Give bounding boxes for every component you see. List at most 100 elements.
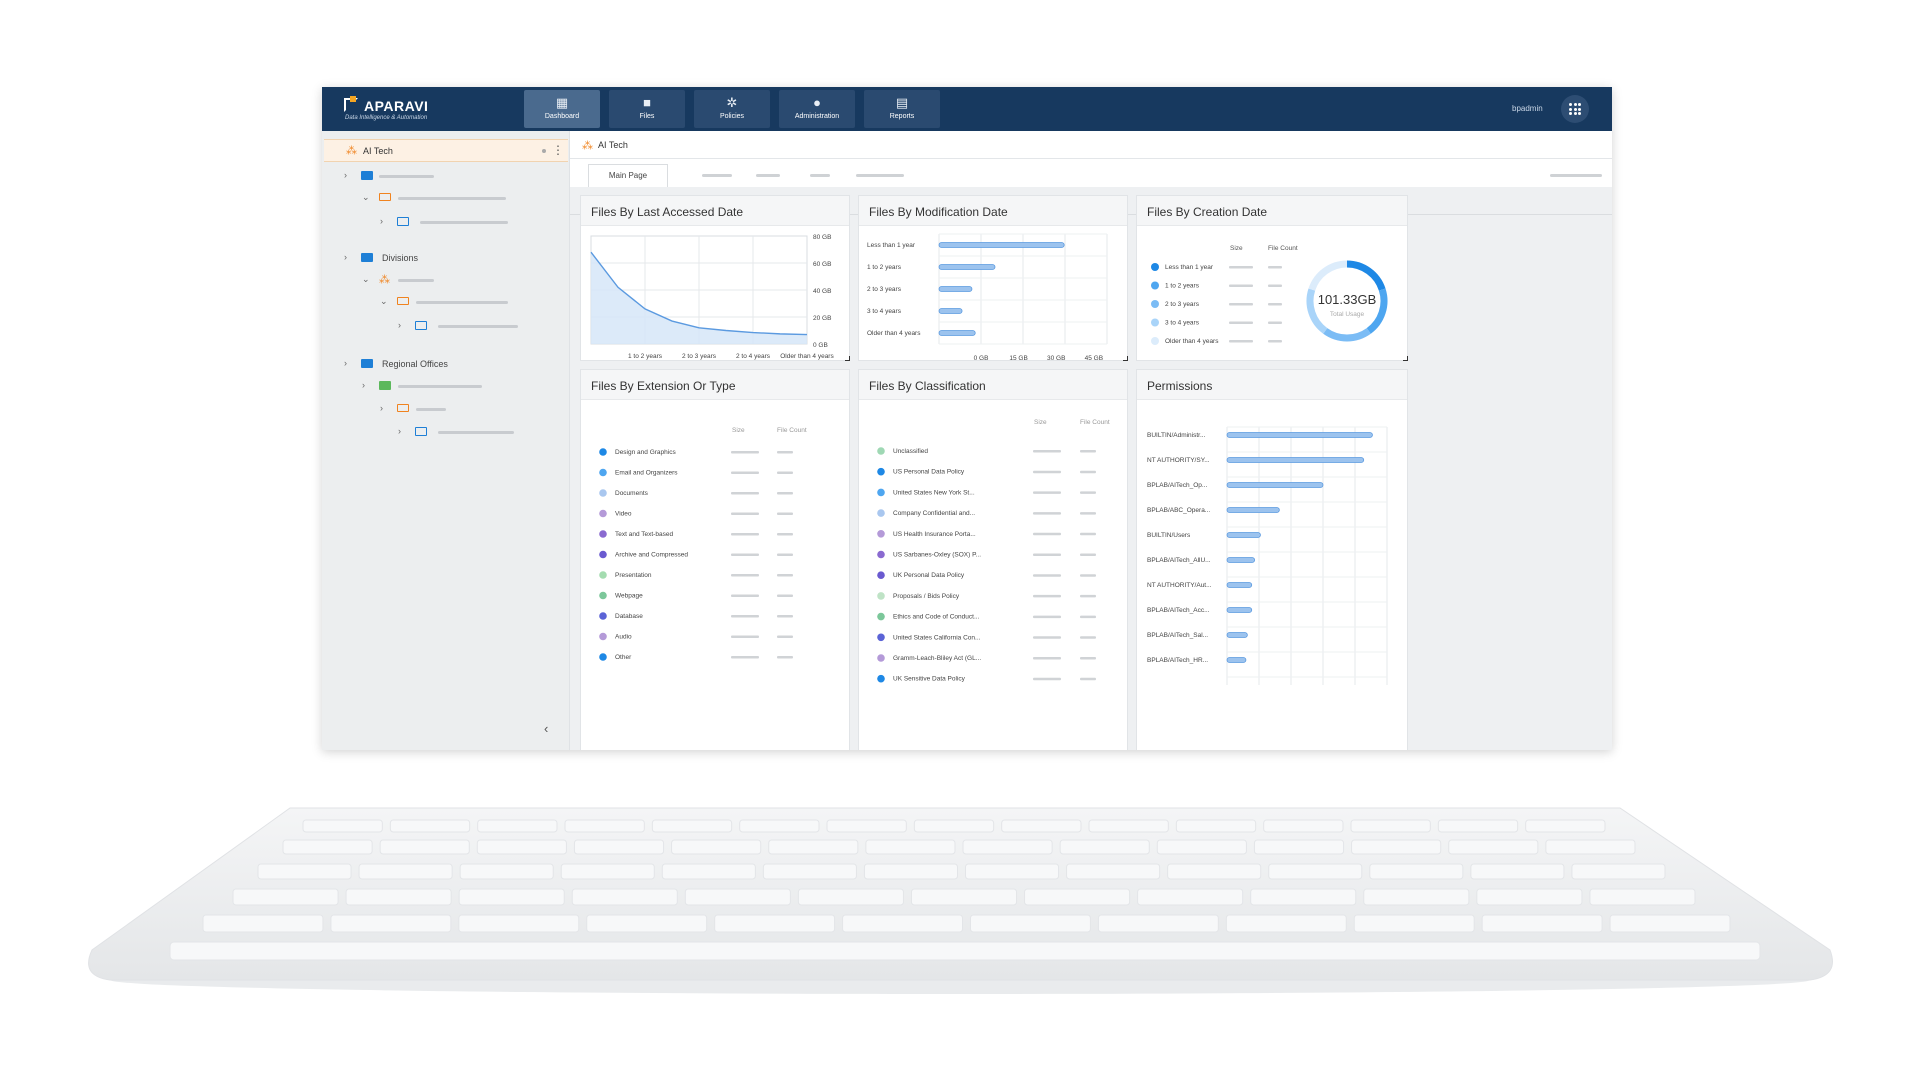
- donut-slice: [1366, 288, 1388, 334]
- bar: [1226, 532, 1261, 538]
- nav-dashboard[interactable]: ▦ Dashboard: [524, 90, 600, 128]
- legend-label: Gramm-Leach-Bliley Act (GL...: [893, 655, 981, 662]
- tree-node[interactable]: ›: [398, 319, 568, 335]
- card-creation: Files By Creation Date Size File Count Les…: [1136, 195, 1408, 361]
- size-placeholder: [731, 656, 759, 659]
- tab-placeholder[interactable]: [702, 174, 732, 177]
- legend-label: US Personal Data Policy: [893, 469, 965, 476]
- chevron-right-icon[interactable]: ›: [380, 403, 383, 413]
- nav-administration[interactable]: ● Administration: [779, 90, 855, 128]
- bar: [938, 286, 973, 292]
- keyboard-key: [1097, 914, 1219, 933]
- keyboard-key: [1481, 914, 1603, 933]
- x-tick-label: 2 to 4 years: [736, 353, 771, 360]
- breadcrumb-label[interactable]: AI Tech: [598, 140, 628, 150]
- chevron-down-icon[interactable]: ⌄: [380, 296, 388, 306]
- tree-node[interactable]: ›: [380, 402, 565, 418]
- tree-node[interactable]: ⌄ ⁂: [362, 273, 562, 289]
- tree-label-divisions: Divisions: [382, 253, 419, 263]
- tab-placeholder[interactable]: [856, 174, 904, 177]
- nav-dashboard-label: Dashboard: [544, 113, 580, 120]
- count-placeholder: [777, 451, 793, 454]
- keyboard-key: [1470, 863, 1565, 880]
- tree-root-node[interactable]: ⁂ AI Tech ⋮: [324, 139, 568, 162]
- tab-placeholder[interactable]: [756, 174, 780, 177]
- legend-label: Design and Graphics: [615, 449, 676, 456]
- chevron-right-icon[interactable]: ›: [380, 216, 383, 226]
- placeholder-label: [398, 197, 506, 200]
- keyboard-key: [1225, 914, 1347, 933]
- chevron-right-icon[interactable]: ›: [344, 252, 347, 262]
- resize-handle-icon[interactable]: [845, 356, 850, 361]
- tree-node-divisions[interactable]: › Divisions: [344, 251, 564, 267]
- chevron-right-icon[interactable]: ›: [398, 426, 401, 436]
- tree-node[interactable]: ⌄: [362, 191, 562, 207]
- count-placeholder: [1080, 532, 1096, 536]
- chevron-right-icon[interactable]: ›: [344, 170, 347, 180]
- category-label: Less than 1 year: [867, 242, 916, 249]
- resize-handle-icon[interactable]: [1403, 356, 1408, 361]
- legend-label: 1 to 2 years: [1165, 283, 1200, 290]
- nav-reports-label: Reports: [889, 113, 915, 120]
- tab-main-page[interactable]: Main Page: [588, 164, 668, 187]
- size-placeholder: [731, 471, 759, 474]
- keyboard-key: [651, 819, 733, 833]
- kebab-menu-icon[interactable]: ⋮: [552, 143, 564, 157]
- keyboard-key: [684, 888, 791, 906]
- legend-dot: [1151, 318, 1159, 327]
- legend-dot: [877, 612, 885, 621]
- size-placeholder: [1033, 574, 1061, 577]
- keyboard-key: [826, 819, 907, 833]
- tab-placeholder[interactable]: [1550, 174, 1602, 177]
- nav-files[interactable]: ■ Files: [609, 90, 685, 128]
- tree-node-regional-offices[interactable]: › Regional Offices: [344, 357, 564, 373]
- legend-label: Proposals / Bids Policy: [893, 593, 960, 600]
- user-name[interactable]: bpadmin: [1512, 104, 1543, 113]
- keyboard-key: [282, 839, 373, 855]
- keyboard-key: [232, 888, 339, 906]
- chevron-right-icon[interactable]: ›: [344, 358, 347, 368]
- keyboard-key: [962, 839, 1053, 855]
- count-placeholder: [1080, 491, 1096, 494]
- col-header-file-count: File Count: [1080, 419, 1110, 426]
- total-usage-label: Total Usage: [1330, 311, 1365, 318]
- collapse-sidebar-icon[interactable]: ‹: [544, 721, 549, 736]
- chevron-down-icon[interactable]: ⌄: [362, 192, 370, 202]
- size-placeholder: [1033, 512, 1061, 515]
- tree-node[interactable]: ›: [362, 379, 562, 395]
- tree-node[interactable]: ›: [344, 169, 564, 185]
- tree-node[interactable]: ›: [398, 425, 568, 441]
- nav-reports[interactable]: ▤ Reports: [864, 90, 940, 128]
- col-header-size: Size: [1230, 245, 1243, 252]
- legend-label: Ethics and Code of Conduct...: [893, 614, 980, 621]
- nav-policies[interactable]: ✲ Policies: [694, 90, 770, 128]
- chevron-down-icon[interactable]: ⌄: [362, 274, 370, 284]
- tree-node[interactable]: ⌄: [380, 295, 565, 311]
- legend-label: Documents: [615, 490, 649, 497]
- organization-icon: ⁂: [582, 140, 593, 152]
- tab-placeholder[interactable]: [810, 174, 830, 177]
- bar: [1226, 432, 1373, 438]
- tree-node[interactable]: ›: [380, 215, 565, 231]
- chevron-right-icon[interactable]: ›: [362, 380, 365, 390]
- legend-label: Audio: [615, 634, 632, 641]
- chevron-right-icon[interactable]: ›: [398, 320, 401, 330]
- dashboard-icon: ▦: [555, 95, 569, 110]
- card-title: Permissions: [1147, 379, 1213, 393]
- apps-menu-button[interactable]: [1561, 95, 1589, 123]
- legend-label: Database: [615, 613, 643, 620]
- keyboard-key: [1088, 819, 1169, 833]
- brand-name: APARAVI: [364, 98, 429, 114]
- keyboard-key: [768, 839, 859, 855]
- count-placeholder: [1268, 266, 1282, 269]
- grid-icon: [1569, 103, 1581, 115]
- size-placeholder: [1033, 677, 1061, 681]
- keyboard-key: [1545, 839, 1636, 855]
- resize-handle-icon[interactable]: [1123, 356, 1128, 361]
- logo-accent-icon: [350, 96, 356, 102]
- category-label: BPLAB/AITech_Sal...: [1147, 632, 1208, 639]
- keyboard-image: [88, 807, 1833, 994]
- legend-dot: [599, 632, 607, 641]
- computer-icon: [379, 193, 391, 201]
- keyboard-key: [1167, 863, 1262, 880]
